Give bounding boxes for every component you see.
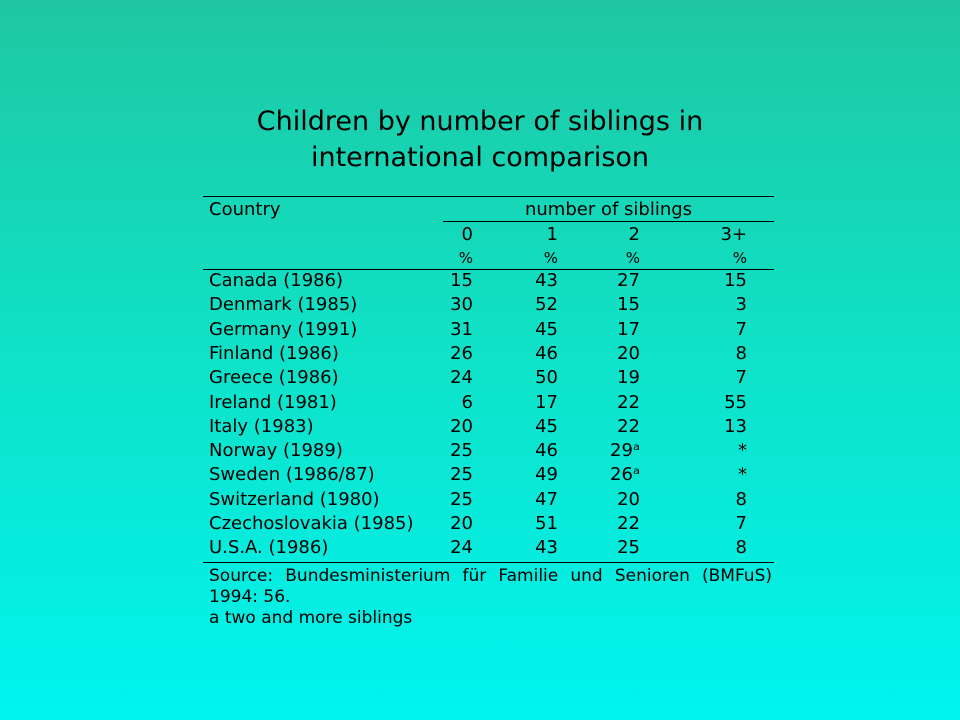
cell-siblings-0: 6 xyxy=(461,391,473,413)
col-header-1: 1 xyxy=(546,224,558,245)
cell-siblings-1: 45 xyxy=(535,415,558,437)
cell-siblings-0: 26 xyxy=(450,342,473,364)
col-header-0: 0 xyxy=(461,224,473,245)
cell-siblings-3plus: * xyxy=(738,464,747,486)
unit-3: % xyxy=(732,249,747,267)
cell-siblings-0: 25 xyxy=(450,488,473,510)
unit-1: % xyxy=(543,249,558,267)
cell-siblings-1: 51 xyxy=(535,513,558,534)
cell-siblings-1: 45 xyxy=(535,318,558,340)
cell-siblings-3plus: 8 xyxy=(735,342,747,364)
cell-siblings-1: 46 xyxy=(535,342,558,364)
table-bottom-rule xyxy=(203,562,774,563)
cell-siblings-0: 25 xyxy=(450,464,473,486)
cell-siblings-0: 30 xyxy=(450,294,473,316)
cell-siblings-0: 24 xyxy=(450,537,473,559)
cell-siblings-1: 50 xyxy=(535,367,558,389)
cell-siblings-1: 47 xyxy=(535,488,558,510)
cell-siblings-2: 22 xyxy=(617,415,640,437)
cell-siblings-2: 19 xyxy=(617,367,640,389)
cell-siblings-2: 26ᵃ xyxy=(610,464,640,486)
col-header-3plus: 3+ xyxy=(720,224,747,245)
slide-title: Children by number of siblings in intern… xyxy=(0,104,960,176)
cell-siblings-3plus: 13 xyxy=(724,415,747,437)
cell-siblings-3plus: 8 xyxy=(735,488,747,510)
cell-siblings-2: 27 xyxy=(617,270,640,291)
row-country: Greece (1986) xyxy=(209,367,339,389)
cell-siblings-3plus: 55 xyxy=(724,391,747,413)
cell-siblings-0: 25 xyxy=(450,440,473,462)
row-country: Norway (1989) xyxy=(209,440,343,462)
header-bottom-rule xyxy=(203,269,774,270)
cell-siblings-3plus: 7 xyxy=(735,513,747,534)
row-country: Sweden (1986/87) xyxy=(209,464,375,486)
cell-siblings-1: 46 xyxy=(535,440,558,462)
cell-siblings-2: 20 xyxy=(617,342,640,364)
row-country: Finland (1986) xyxy=(209,342,339,364)
header-number-of-siblings: number of siblings xyxy=(524,199,693,220)
cell-siblings-3plus: 8 xyxy=(735,537,747,559)
cell-siblings-2: 15 xyxy=(617,294,640,316)
cell-siblings-2: 17 xyxy=(617,318,640,340)
cell-siblings-0: 20 xyxy=(450,415,473,437)
header-sub-rule xyxy=(443,221,774,222)
cell-siblings-1: 43 xyxy=(535,537,558,559)
row-country: Italy (1983) xyxy=(209,415,314,437)
col-header-2: 2 xyxy=(628,224,640,245)
cell-siblings-2: 22 xyxy=(617,391,640,413)
cell-siblings-2: 20 xyxy=(617,488,640,510)
header-country: Country xyxy=(209,199,281,220)
row-country: Canada (1986) xyxy=(209,270,344,291)
row-country: Ireland (1981) xyxy=(209,391,337,413)
cell-siblings-2: 22 xyxy=(617,513,640,534)
cell-siblings-2: 29ᵃ xyxy=(610,440,640,462)
cell-siblings-1: 52 xyxy=(535,294,558,316)
cell-siblings-3plus: 3 xyxy=(735,294,747,316)
cell-siblings-3plus: 15 xyxy=(724,270,747,291)
cell-siblings-0: 31 xyxy=(450,318,473,340)
cell-siblings-2: 25 xyxy=(617,537,640,559)
unit-0: % xyxy=(458,249,473,267)
footnote: a two and more siblings xyxy=(209,608,413,628)
cell-siblings-3plus: 7 xyxy=(735,318,747,340)
source-line-2: 1994: 56. xyxy=(209,587,291,607)
cell-siblings-0: 15 xyxy=(450,270,473,291)
table-source: Source: Bundesministerium für Familie un… xyxy=(209,566,772,629)
row-country: U.S.A. (1986) xyxy=(209,537,329,559)
row-country: Switzerland (1980) xyxy=(209,488,380,510)
cell-siblings-1: 49 xyxy=(535,464,558,486)
title-line-1: Children by number of siblings in xyxy=(256,106,704,137)
row-country: Czechoslovakia (1985) xyxy=(209,513,414,534)
table-top-rule xyxy=(203,196,774,197)
row-country: Germany (1991) xyxy=(209,318,358,340)
unit-2: % xyxy=(625,249,640,267)
row-country: Denmark (1985) xyxy=(209,294,358,316)
cell-siblings-0: 20 xyxy=(450,513,473,534)
title-line-2: international comparison xyxy=(310,142,650,173)
cell-siblings-3plus: 7 xyxy=(735,367,747,389)
cell-siblings-1: 17 xyxy=(535,391,558,413)
cell-siblings-3plus: * xyxy=(738,440,747,462)
cell-siblings-0: 24 xyxy=(450,367,473,389)
cell-siblings-1: 43 xyxy=(535,270,558,291)
source-line-1: Source: Bundesministerium für Familie un… xyxy=(209,566,772,586)
